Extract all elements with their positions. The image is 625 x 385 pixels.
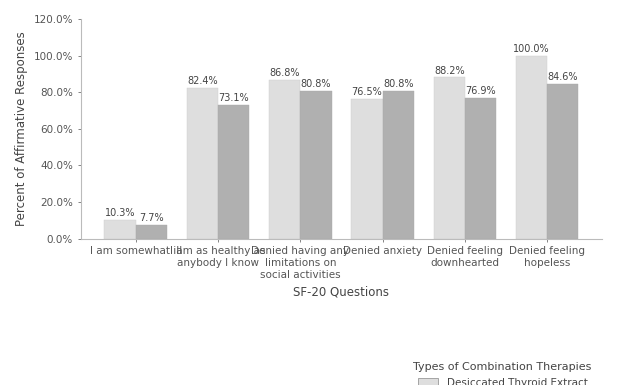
X-axis label: SF-20 Questions: SF-20 Questions (293, 285, 389, 298)
Text: 86.8%: 86.8% (269, 68, 300, 78)
Bar (434, 77, 465, 239)
Text: 10.3%: 10.3% (105, 208, 135, 218)
Text: 76.9%: 76.9% (465, 87, 496, 97)
Bar (300, 91, 331, 239)
Bar (136, 224, 167, 239)
Bar (104, 220, 136, 239)
Bar (218, 105, 249, 239)
Text: 84.6%: 84.6% (548, 72, 578, 82)
Legend: Desiccated Thyroid Extract, Synthetic LT4/LT3: Desiccated Thyroid Extract, Synthetic LT… (409, 358, 596, 385)
Text: 76.5%: 76.5% (351, 87, 382, 97)
Text: 80.8%: 80.8% (301, 79, 331, 89)
Text: 73.1%: 73.1% (218, 94, 249, 104)
Text: 88.2%: 88.2% (434, 66, 464, 76)
Bar (187, 88, 218, 239)
Bar (269, 80, 300, 239)
Text: 100.0%: 100.0% (513, 44, 550, 54)
Text: 80.8%: 80.8% (383, 79, 414, 89)
Bar (382, 91, 414, 239)
Bar (547, 84, 579, 239)
Y-axis label: Percent of Affirmative Responses: Percent of Affirmative Responses (15, 32, 28, 226)
Bar (465, 98, 496, 239)
Bar (351, 99, 382, 239)
Text: 7.7%: 7.7% (139, 213, 164, 223)
Bar (516, 55, 547, 239)
Text: 82.4%: 82.4% (187, 76, 218, 86)
